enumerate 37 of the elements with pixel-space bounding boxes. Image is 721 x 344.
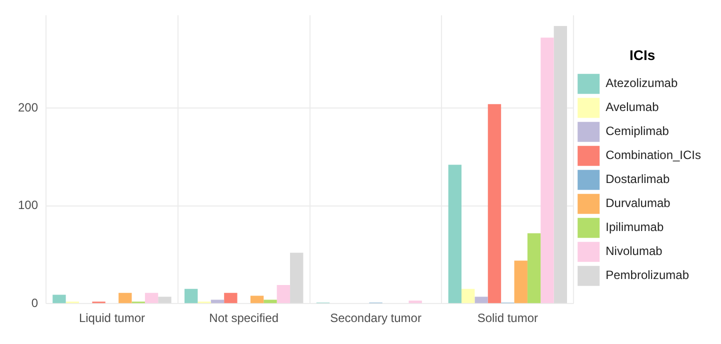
x-tick-label: Secondary tumor [330,311,422,326]
bar [514,260,528,304]
legend-label: Atezolizumab [606,76,678,90]
x-tick-label: Liquid tumor [78,311,145,326]
bar [554,26,568,304]
bar [52,294,66,304]
legend-label: Pembrolizumab [606,268,690,282]
y-tick-label: 200 [18,100,38,114]
legend-label: Avelumab [606,100,660,114]
bar [408,300,422,304]
legend-label: Ipilimumab [606,220,664,234]
bar [276,285,290,304]
legend-title: ICIs [629,46,656,63]
bar [527,233,541,304]
legend-label: Dostarlimab [606,172,670,186]
bar [224,292,238,304]
bar [184,288,198,304]
bar [250,296,264,304]
bar [158,296,172,304]
y-tick-label: 100 [18,198,38,212]
legend-label: Durvalumab [606,196,671,210]
legend-label: Nivolumab [606,244,663,258]
x-tick-label: Not specified [209,311,279,326]
bar [290,252,304,304]
x-tick-label: Solid tumor [477,311,538,326]
bar [540,38,554,304]
bar [474,296,488,304]
bar [448,164,462,304]
bar [210,300,224,304]
bar [144,292,158,304]
bar [264,300,277,304]
legend-label: Cemiplimab [606,124,670,138]
legend-label: Combination_ICIs [606,148,702,162]
bar [462,288,475,304]
bar [118,292,132,304]
y-tick-label: 0 [31,296,38,310]
bar [488,104,502,304]
